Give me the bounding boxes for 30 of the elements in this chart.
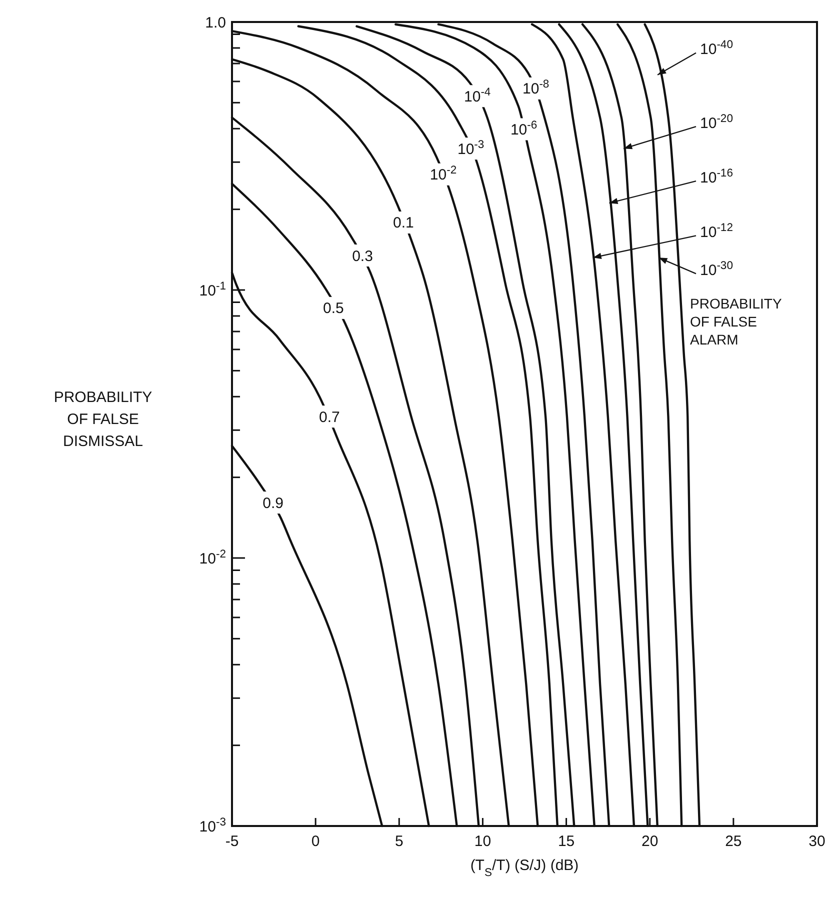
y-tick-label: 1.0 <box>205 14 226 32</box>
x-tick-label: 20 <box>642 833 658 850</box>
annotation: 10$^{-30}$ <box>700 260 733 279</box>
annotation: 0.7 <box>319 408 340 426</box>
x-tick-label: 0 <box>311 833 320 850</box>
y-tick-label: 10$^{-2}$ <box>199 548 226 568</box>
x-tick-label: 25 <box>725 833 742 850</box>
annotation: 10$^{-4}$ <box>464 86 491 106</box>
annotation: 10$^{-20}$ <box>700 112 733 132</box>
x-tick-label: 15 <box>558 833 575 850</box>
x-tick-label: 10 <box>474 833 492 850</box>
annotation: 10$^{-12}$ <box>700 222 733 241</box>
annotation: 10$^{-2}$ <box>430 164 457 184</box>
x-axis-title: (T$_{S}$/T) (S/J) (dB) <box>470 857 579 879</box>
annotation: PROBABILITY OF FALSE ALARM <box>690 296 782 348</box>
annotation: 0.3 <box>352 248 373 265</box>
y-tick-label: 10$^{-1}$ <box>199 280 226 300</box>
annotation: 0.5 <box>323 300 344 318</box>
y-tick-label: 10$^{-3}$ <box>199 816 226 836</box>
annotation: 10$^{-3}$ <box>457 138 484 158</box>
x-tick-label: 5 <box>394 833 404 850</box>
x-tick-label: 30 <box>808 833 826 850</box>
annotation: 0.1 <box>393 214 414 232</box>
x-tick-label: -5 <box>225 833 239 850</box>
y-axis-title: PROBABILITY OF FALSE DISMISSAL <box>54 389 152 450</box>
annotation: 10$^{-40}$ <box>700 39 733 58</box>
annotation: 10$^{-8}$ <box>522 78 550 98</box>
annotation: 10$^{-6}$ <box>510 119 538 138</box>
annotation: 0.9 <box>262 494 284 512</box>
annotation: 10$^{-16}$ <box>700 167 733 186</box>
